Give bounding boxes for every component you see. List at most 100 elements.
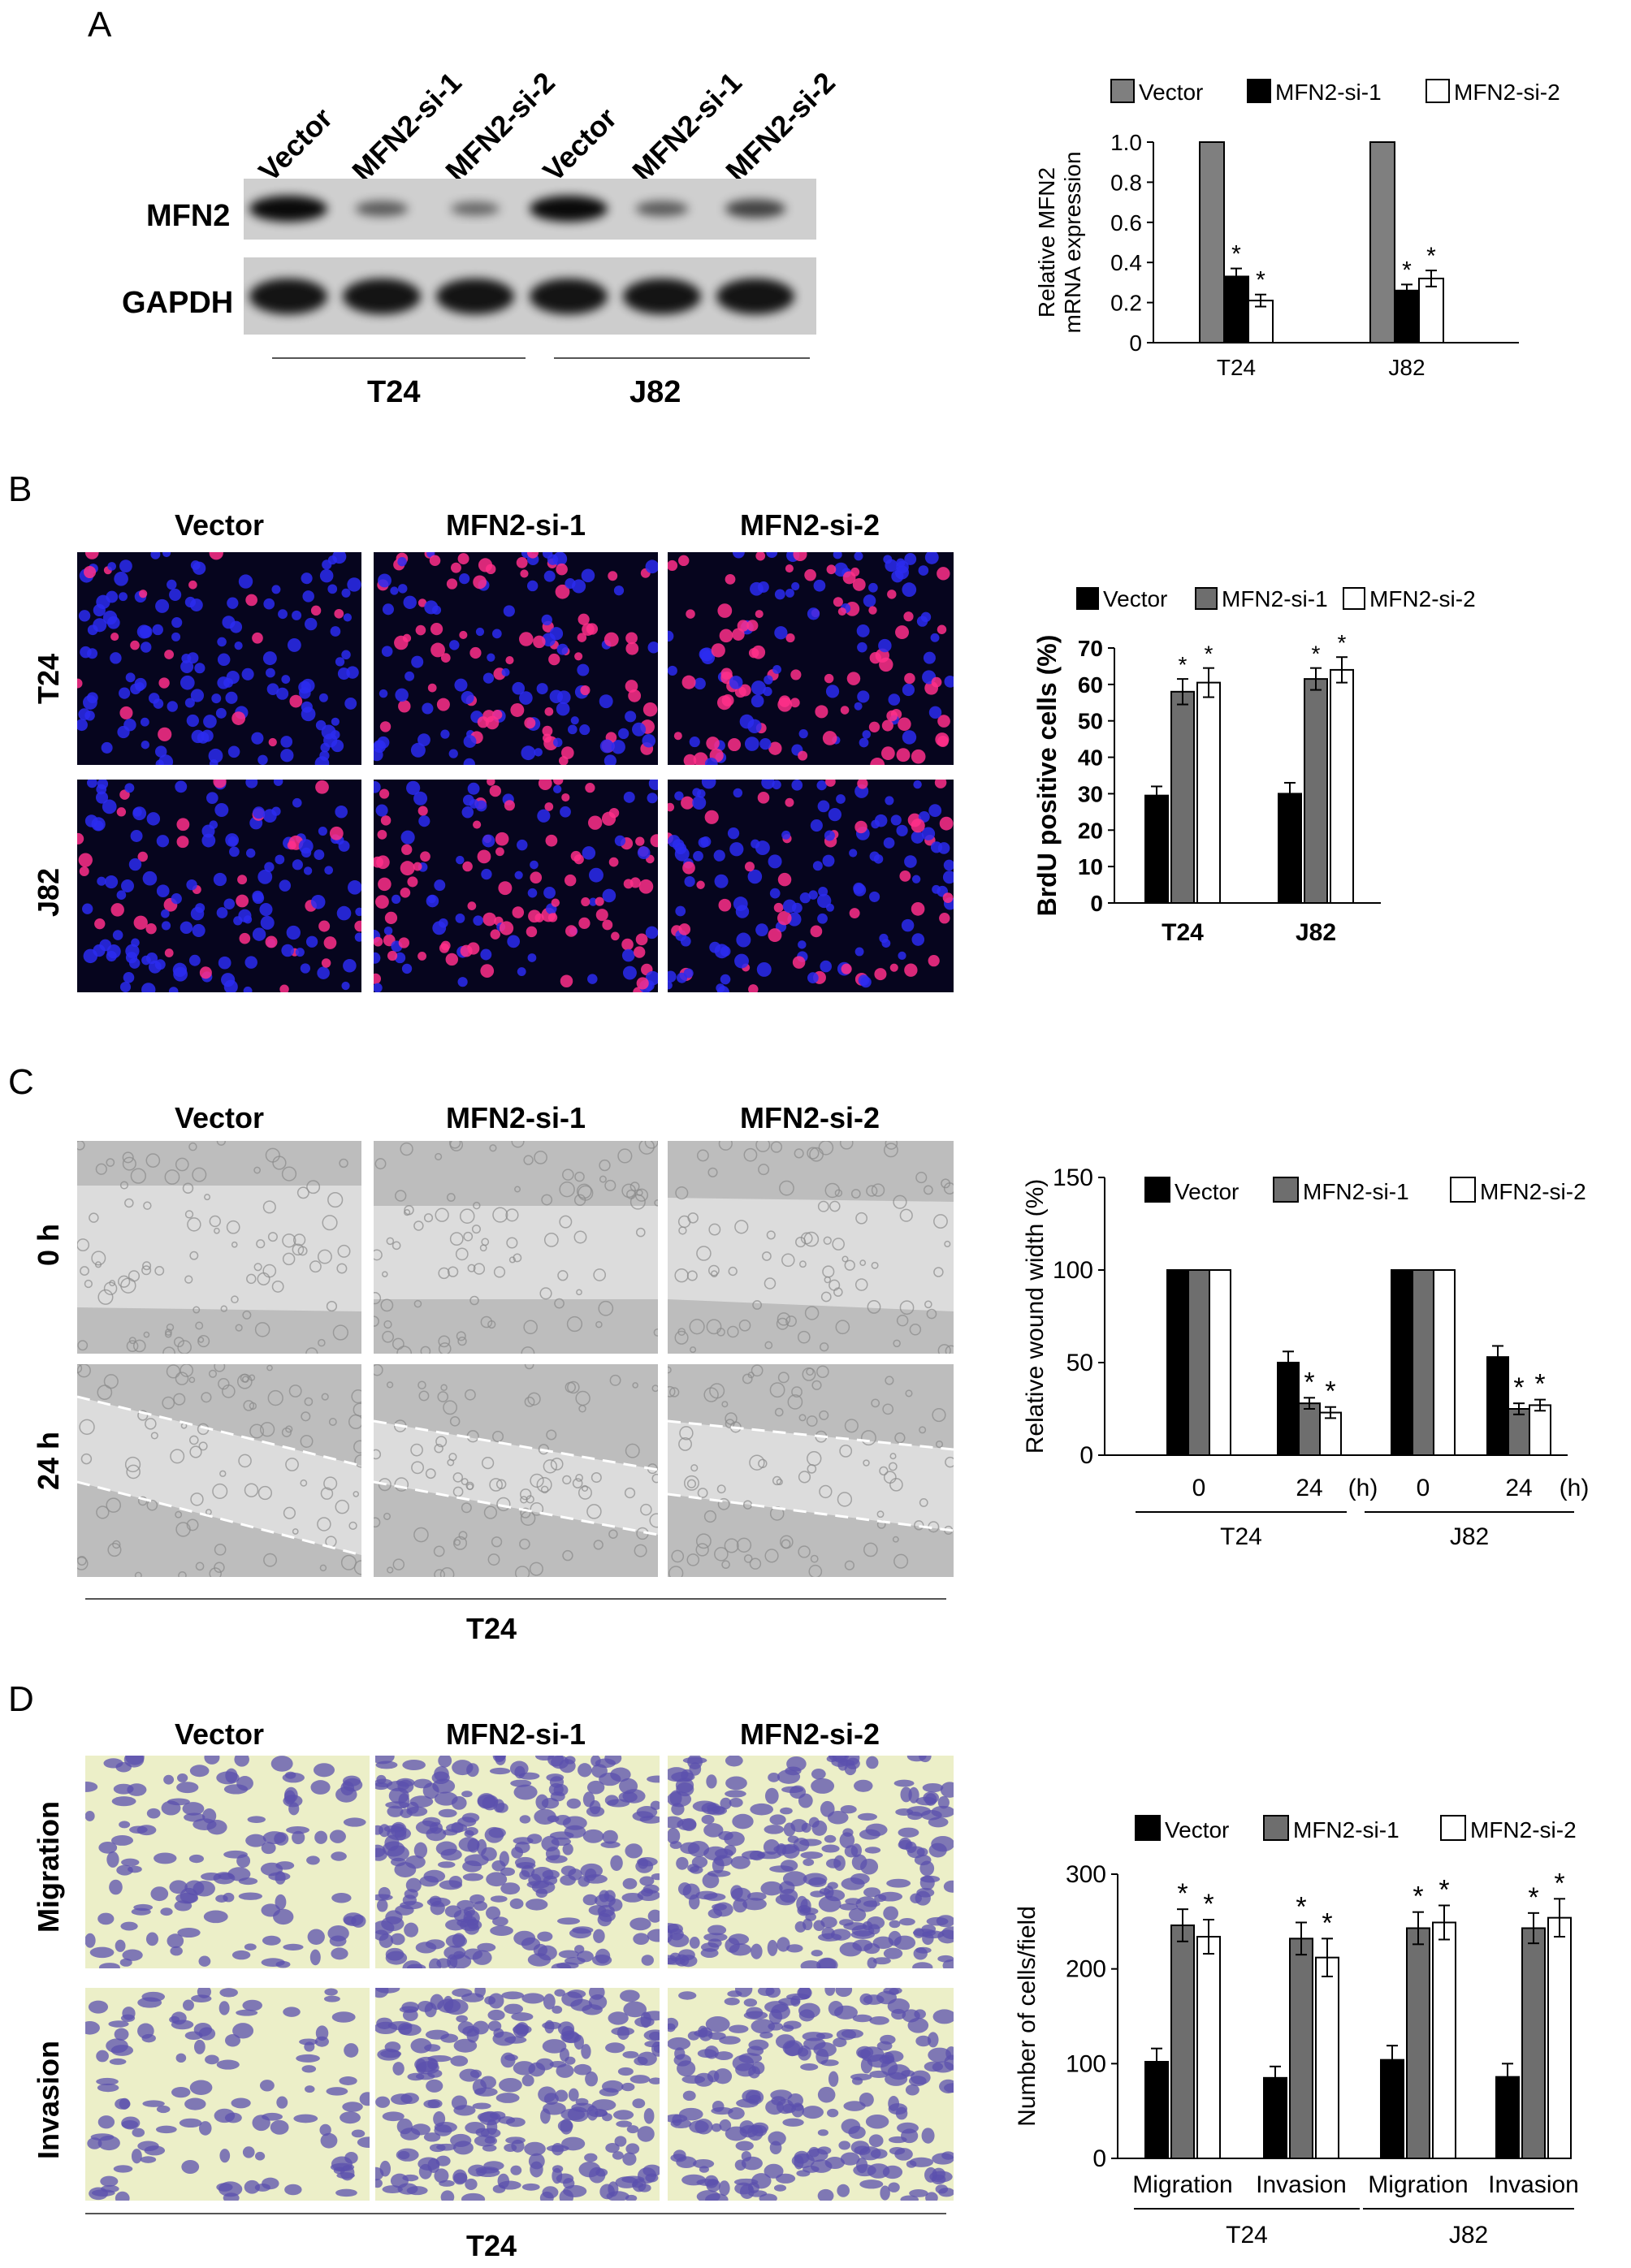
nucleus bbox=[211, 693, 222, 704]
stained-cell bbox=[672, 2114, 682, 2126]
stained-cell bbox=[521, 2074, 534, 2087]
stained-cell bbox=[150, 1886, 169, 1902]
stained-cell bbox=[633, 1933, 650, 1946]
nucleus bbox=[928, 955, 940, 967]
cell bbox=[889, 1477, 903, 1492]
cell bbox=[749, 1557, 762, 1570]
cell bbox=[209, 1215, 221, 1228]
nucleus bbox=[457, 977, 468, 987]
cell bbox=[883, 1143, 898, 1158]
nucleus bbox=[223, 898, 236, 909]
nucleus bbox=[744, 737, 759, 751]
nucleus bbox=[750, 581, 764, 596]
stained-cell bbox=[926, 1916, 949, 1926]
stained-cell bbox=[568, 2088, 579, 2102]
stained-cell bbox=[504, 2036, 527, 2044]
nucleus bbox=[846, 672, 861, 685]
footer-line bbox=[85, 2213, 946, 2214]
nucleus bbox=[262, 651, 277, 666]
nucleus bbox=[141, 741, 150, 750]
cell bbox=[175, 1372, 189, 1385]
nucleus bbox=[374, 983, 383, 992]
stained-cell bbox=[921, 1924, 937, 1934]
nucleus bbox=[686, 609, 695, 619]
lane-label: Vector bbox=[536, 101, 624, 188]
wound-edge bbox=[374, 1480, 658, 1536]
stained-cell bbox=[647, 1929, 660, 1942]
cell bbox=[452, 1536, 468, 1550]
nucleus bbox=[507, 935, 521, 948]
stained-cell bbox=[167, 1933, 184, 1949]
nucleus bbox=[693, 752, 708, 765]
cell bbox=[126, 1340, 139, 1353]
cell bbox=[219, 1470, 227, 1477]
cell bbox=[575, 1390, 591, 1406]
nucleus bbox=[315, 780, 329, 794]
nucleus bbox=[501, 667, 510, 676]
nucleus bbox=[547, 554, 559, 565]
nucleus bbox=[904, 672, 915, 685]
stained-cell bbox=[893, 1779, 915, 1787]
stained-cell bbox=[614, 2136, 627, 2147]
nucleus bbox=[768, 854, 782, 869]
nucleus bbox=[564, 874, 577, 887]
nucleus bbox=[581, 568, 595, 583]
nucleus bbox=[268, 737, 277, 747]
nucleus bbox=[577, 633, 587, 642]
cell bbox=[675, 1186, 689, 1200]
cell bbox=[77, 1141, 85, 1151]
nucleus bbox=[347, 577, 361, 592]
stained-cell bbox=[197, 1988, 211, 1998]
nucleus bbox=[102, 799, 117, 814]
stained-cell bbox=[632, 2098, 646, 2109]
legend-swatch bbox=[1247, 79, 1271, 103]
cell bbox=[165, 1328, 172, 1336]
cell bbox=[423, 1213, 434, 1223]
nucleus bbox=[130, 640, 140, 650]
stained-cell bbox=[671, 1803, 685, 1816]
cell bbox=[909, 1324, 922, 1336]
nucleus bbox=[343, 613, 352, 622]
cell bbox=[80, 1453, 93, 1465]
nucleus bbox=[295, 948, 305, 957]
cell bbox=[449, 1416, 461, 1427]
stained-cell bbox=[703, 1933, 728, 1942]
stained-cell bbox=[843, 1922, 867, 1931]
stained-cell bbox=[526, 1834, 543, 1844]
cell bbox=[452, 1472, 464, 1483]
stained-cell bbox=[344, 2151, 358, 2164]
cell bbox=[530, 1502, 544, 1516]
stained-cell bbox=[802, 2106, 824, 2119]
stained-cell bbox=[453, 1950, 465, 1959]
stained-cell bbox=[771, 2003, 790, 2020]
nucleus bbox=[734, 686, 746, 698]
cell bbox=[292, 1243, 305, 1256]
stained-cell bbox=[906, 1846, 925, 1859]
stained-cell bbox=[440, 2190, 455, 2201]
stained-cell bbox=[423, 1869, 446, 1883]
stained-cell bbox=[140, 2156, 157, 2163]
stained-cell bbox=[776, 2173, 796, 2184]
cell bbox=[187, 1217, 201, 1232]
wound-image-0h-si2 bbox=[668, 1141, 954, 1354]
nucleus bbox=[231, 711, 246, 725]
stained-cell bbox=[475, 2166, 500, 2174]
bar bbox=[1433, 1269, 1456, 1456]
stained-cell bbox=[923, 1791, 940, 1804]
y-tick-label: 0 bbox=[1090, 891, 1103, 916]
stained-cell bbox=[735, 2141, 754, 2151]
nucleus bbox=[407, 876, 418, 888]
cell bbox=[317, 1517, 331, 1531]
stained-cell bbox=[451, 1796, 467, 1810]
legend-label: Vector bbox=[1139, 80, 1203, 105]
stained-cell bbox=[495, 2093, 520, 2103]
group-line bbox=[554, 357, 810, 359]
stained-cell bbox=[426, 2079, 443, 2093]
nucleus bbox=[625, 632, 638, 645]
nucleus bbox=[854, 702, 863, 711]
nucleus bbox=[901, 918, 915, 932]
mfn2-band bbox=[635, 201, 689, 217]
stained-cell bbox=[689, 1865, 703, 1874]
nucleus bbox=[833, 597, 843, 607]
stained-cell bbox=[746, 1892, 767, 1901]
